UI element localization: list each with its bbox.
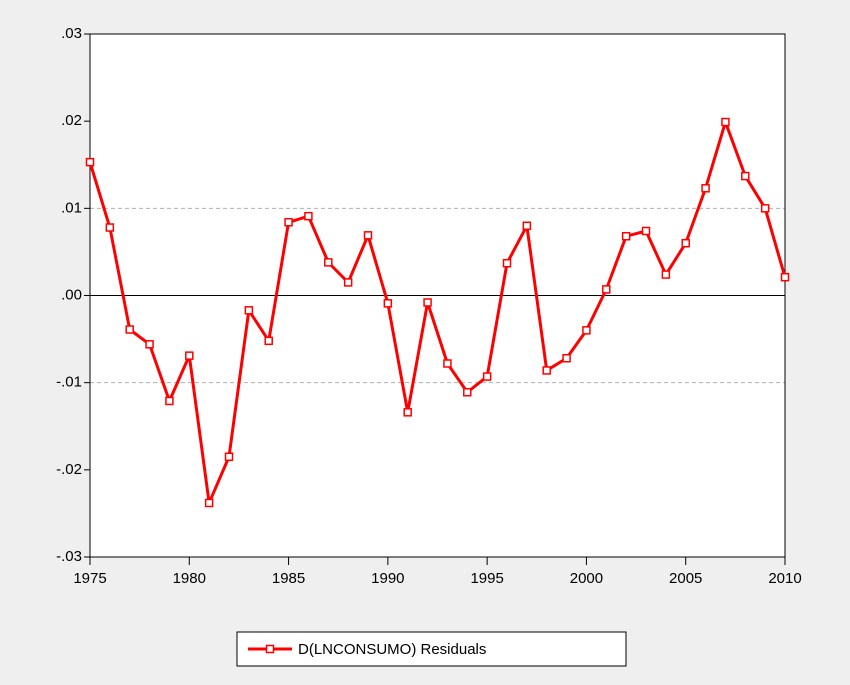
point-marker	[641, 226, 651, 236]
point-marker	[145, 340, 154, 349]
x-tick-label: 2005	[669, 570, 702, 587]
point-marker	[383, 299, 393, 308]
y-tick-label: .01	[61, 199, 82, 216]
legend-label: D(LNCONSUMO) Residuals	[298, 641, 486, 658]
point-marker	[165, 396, 174, 406]
x-tick-label: 1990	[371, 570, 404, 587]
y-tick-label: -.03	[56, 548, 82, 565]
point-marker	[363, 231, 373, 240]
point-marker	[741, 171, 750, 181]
x-tick-label: 1995	[470, 570, 503, 587]
y-tick-label: .00	[61, 286, 82, 303]
point-marker	[304, 211, 313, 221]
point-marker	[582, 326, 591, 335]
point-marker	[443, 359, 452, 368]
point-marker	[343, 278, 353, 287]
point-marker	[185, 351, 194, 360]
x-tick-label: 1985	[272, 570, 305, 587]
point-marker	[85, 157, 95, 167]
point-marker	[562, 354, 571, 363]
point-marker	[244, 306, 254, 315]
plot-frame	[89, 33, 786, 558]
point-marker	[264, 336, 273, 346]
legend-marker	[265, 644, 275, 654]
point-marker	[502, 258, 512, 268]
point-marker	[463, 388, 472, 397]
point-marker	[403, 408, 412, 417]
point-marker	[681, 238, 690, 248]
y-tick-label: .03	[61, 25, 82, 42]
x-tick-label: 2010	[768, 570, 801, 587]
y-tick-label: .02	[61, 112, 82, 129]
point-marker	[125, 325, 134, 334]
point-marker	[661, 270, 671, 279]
point-marker	[542, 366, 551, 375]
point-marker	[482, 372, 492, 381]
point-marker	[284, 218, 293, 227]
point-marker	[760, 204, 770, 213]
point-marker	[780, 272, 790, 282]
x-tick-label: 2000	[570, 570, 603, 587]
legend-box	[236, 631, 627, 667]
point-marker	[621, 231, 631, 241]
y-tick-label: -.01	[56, 374, 82, 391]
point-marker	[701, 184, 710, 193]
line	[88, 120, 787, 505]
point-marker	[522, 221, 532, 231]
point-marker	[224, 452, 234, 462]
point-marker	[105, 223, 115, 232]
point-marker	[721, 117, 730, 127]
point-marker	[204, 498, 214, 508]
x-tick-label: 1980	[173, 570, 206, 587]
y-tick-label: -.02	[56, 461, 82, 478]
point-marker	[423, 298, 432, 307]
point-marker	[602, 285, 611, 294]
point-marker	[324, 258, 333, 267]
x-tick-label: 1975	[73, 570, 106, 587]
